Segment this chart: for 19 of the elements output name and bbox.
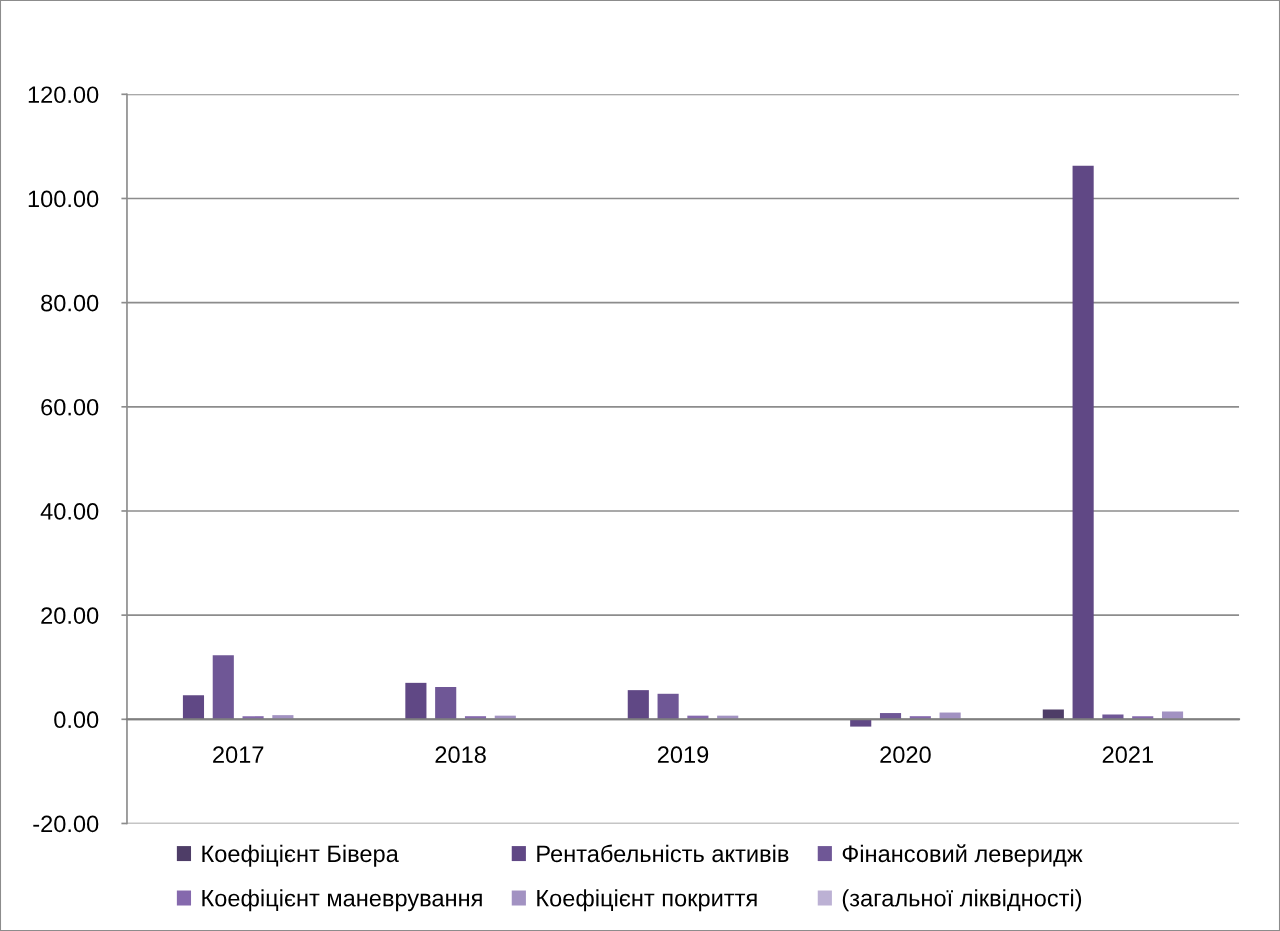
y-tick-label: 0.00 (54, 711, 99, 729)
legend-label: Коефіцієнт Бівера (202, 844, 399, 867)
y-tick-label: 120.00 (28, 86, 99, 104)
legend-label: Рентабельність активів (537, 844, 789, 863)
x-tick-label: 2018 (435, 746, 486, 764)
x-tick-label: 2017 (213, 746, 264, 764)
y-tick-label: 40.00 (40, 503, 99, 520)
x-tick-label: 2020 (880, 746, 931, 764)
y-tick-label: 20.00 (41, 607, 99, 624)
legend-label: (загальної ліквідності) (842, 889, 1082, 912)
x-tick-label: 2021 (1102, 746, 1153, 764)
y-tick-label: -20.00 (33, 815, 99, 833)
y-tick-label: 100.00 (28, 190, 99, 208)
y-tick-label: 60.00 (41, 398, 99, 416)
legend-label: Коефіцієнт покриття (537, 889, 757, 912)
legend-label: Фінансовий леверидж (842, 844, 1083, 867)
y-tick-label: 80.00 (41, 294, 99, 312)
x-tick-label: 2019 (657, 746, 709, 764)
legend-label: Коефіцієнт маневрування (202, 889, 482, 912)
